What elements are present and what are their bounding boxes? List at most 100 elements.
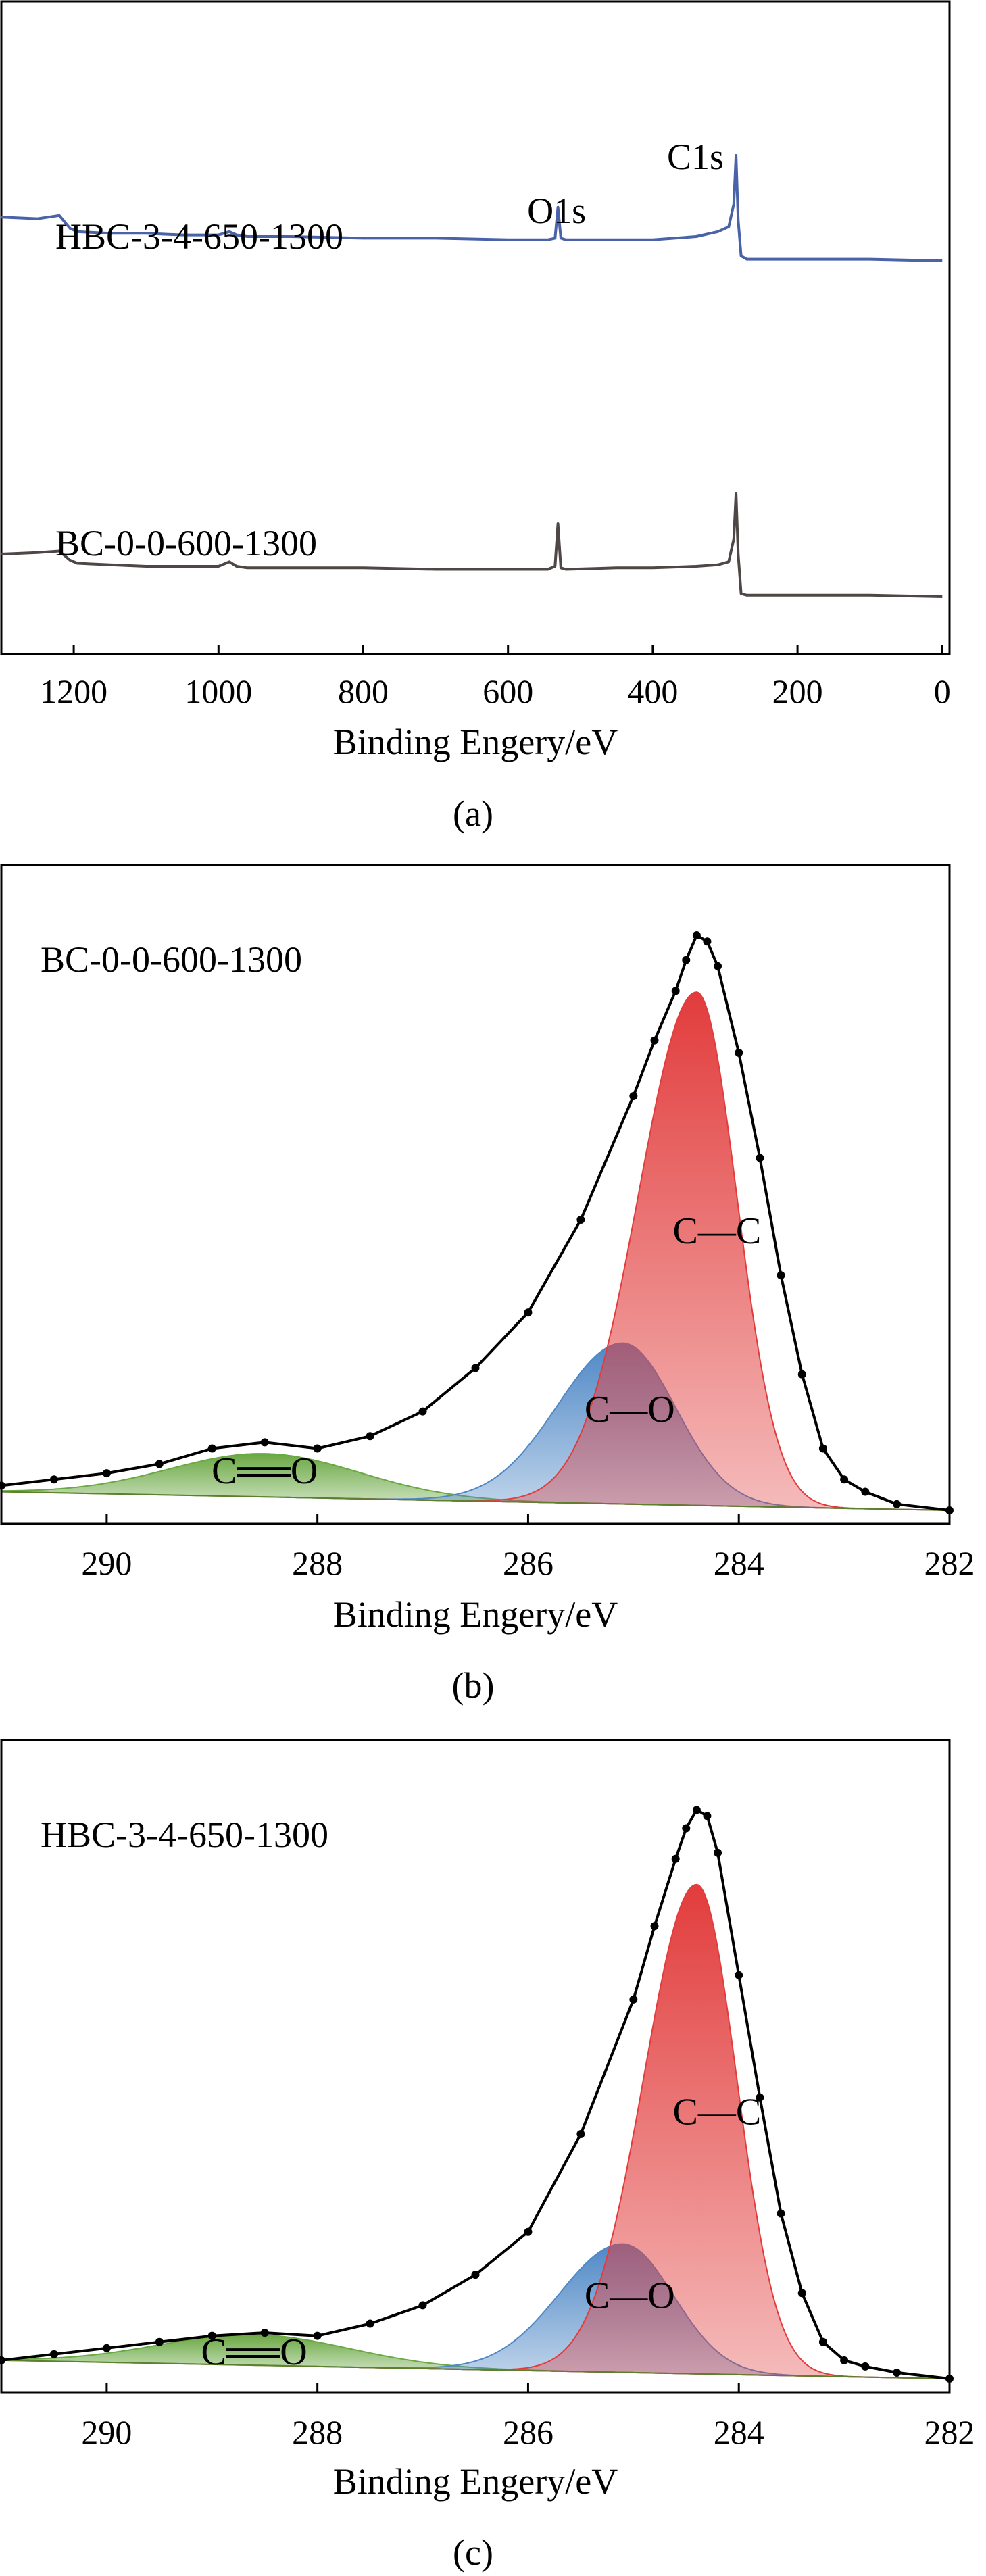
sample-label: BC-0-0-600-1300	[41, 939, 302, 980]
data-point	[777, 1271, 785, 1280]
peak-label-c-double-o: C══O	[201, 2331, 307, 2373]
data-point	[682, 1824, 691, 1833]
x-tick-label-288: 288	[292, 2413, 343, 2451]
data-point	[692, 1806, 701, 1814]
x-tick-label-282: 282	[925, 1544, 975, 1582]
peak-label-c-c: C—C	[673, 1210, 762, 1252]
fit-peak-1	[359, 991, 950, 1511]
plot-frame	[0, 864, 951, 1525]
data-point	[703, 937, 712, 946]
x-tick-label-200: 200	[772, 672, 823, 710]
x-tick-label-286: 286	[503, 1544, 553, 1582]
data-point	[313, 1444, 322, 1453]
data-point	[861, 1487, 870, 1496]
x-axis-label: Binding Engery/eV	[333, 722, 618, 762]
x-tick-label-286: 286	[503, 2413, 553, 2451]
series-line-2	[1, 492, 943, 598]
x-tick-label-400: 400	[627, 672, 678, 710]
data-point	[818, 1444, 827, 1453]
data-point	[629, 1995, 638, 2004]
data-point	[714, 1848, 722, 1857]
peak-label-c-o: C—O	[585, 1389, 675, 1431]
data-point	[260, 2329, 269, 2337]
data-point	[893, 2368, 902, 2377]
x-tick-label-800: 800	[338, 672, 389, 710]
data-point	[207, 2331, 216, 2340]
data-point	[366, 1432, 374, 1441]
data-point	[650, 1922, 659, 1931]
x-tick-label-284: 284	[714, 1544, 764, 1582]
data-point	[471, 2271, 480, 2279]
data-point	[735, 1048, 743, 1057]
data-point	[576, 1215, 585, 1224]
series-label-2: BC-0-0-600-1300	[55, 523, 317, 564]
x-tick-label-600: 600	[483, 672, 533, 710]
peak-label-c-double-o: C══O	[212, 1450, 318, 1492]
data-point	[682, 956, 691, 964]
x-tick-label-0: 0	[934, 672, 951, 710]
x-tick-label-290: 290	[81, 1544, 132, 1582]
panel-caption: (a)	[453, 793, 493, 834]
x-tick-label-288: 288	[292, 1544, 343, 1582]
panel-a: HBC-3-4-650-1300 BC-0-0-600-1300 O1s C1s 120…	[0, 0, 951, 834]
x-tick-label-284: 284	[714, 2413, 764, 2451]
series-label-1: HBC-3-4-650-1300	[55, 216, 343, 257]
data-point	[840, 1475, 849, 1484]
data-point	[671, 1854, 680, 1863]
data-point	[703, 1812, 712, 1820]
series-line-1	[1, 154, 943, 262]
data-point	[840, 2356, 849, 2364]
panel-b: BC-0-0-600-1300 C—C C—O C══O 290 288 286 284 282…	[0, 864, 975, 1706]
data-point	[735, 1971, 743, 1979]
panel-caption: (b)	[452, 1665, 495, 1706]
data-point	[155, 2337, 164, 2346]
peak-label-c1s: C1s	[667, 137, 724, 177]
plot-frame	[0, 0, 951, 655]
panel-c: HBC-3-4-650-1300 C—C C—O C══O 290 288 286 284 28…	[0, 1739, 975, 2573]
background-line	[1, 2359, 950, 2379]
data-point	[797, 2289, 806, 2298]
data-point	[756, 2093, 764, 2102]
data-point	[418, 2301, 427, 2310]
data-point	[818, 2337, 827, 2346]
envelope-line	[1, 1808, 950, 2380]
x-tick-label-290: 290	[81, 2413, 132, 2451]
peak-label-c-o: C—O	[585, 2275, 675, 2317]
x-tick-label-1000: 1000	[184, 672, 252, 710]
data-point	[366, 2319, 374, 2328]
data-point	[861, 2362, 870, 2371]
x-tick-label-1200: 1200	[40, 672, 107, 710]
peak-label-o1s: O1s	[527, 191, 586, 231]
data-point	[49, 1475, 58, 1484]
data-point	[671, 987, 680, 995]
panel-caption: (c)	[453, 2532, 493, 2573]
data-point	[777, 2209, 785, 2218]
x-axis-label: Binding Engery/eV	[333, 2461, 618, 2502]
data-point	[313, 2331, 322, 2340]
data-point	[155, 1460, 164, 1468]
data-point	[692, 931, 701, 940]
x-axis-label: Binding Engery/eV	[333, 1594, 618, 1635]
data-point	[650, 1036, 659, 1045]
data-point	[260, 1438, 269, 1447]
data-point	[576, 2130, 585, 2138]
data-point	[102, 2344, 111, 2352]
background-line	[1, 1491, 950, 1511]
data-point	[207, 1444, 216, 1453]
peak-label-c-c: C—C	[673, 2091, 762, 2133]
data-point	[418, 1407, 427, 1416]
data-point	[49, 2350, 58, 2358]
data-point	[756, 1154, 764, 1162]
data-point	[524, 1308, 533, 1317]
data-point	[102, 1469, 111, 1478]
plot-frame	[0, 1739, 951, 2394]
data-point	[471, 1364, 480, 1372]
sample-label: HBC-3-4-650-1300	[41, 1814, 328, 1855]
data-point	[714, 962, 722, 970]
data-point	[797, 1370, 806, 1379]
data-point	[524, 2227, 533, 2236]
x-tick-label-282: 282	[925, 2413, 975, 2451]
envelope-line	[1, 934, 950, 1512]
data-point	[893, 1500, 902, 1508]
